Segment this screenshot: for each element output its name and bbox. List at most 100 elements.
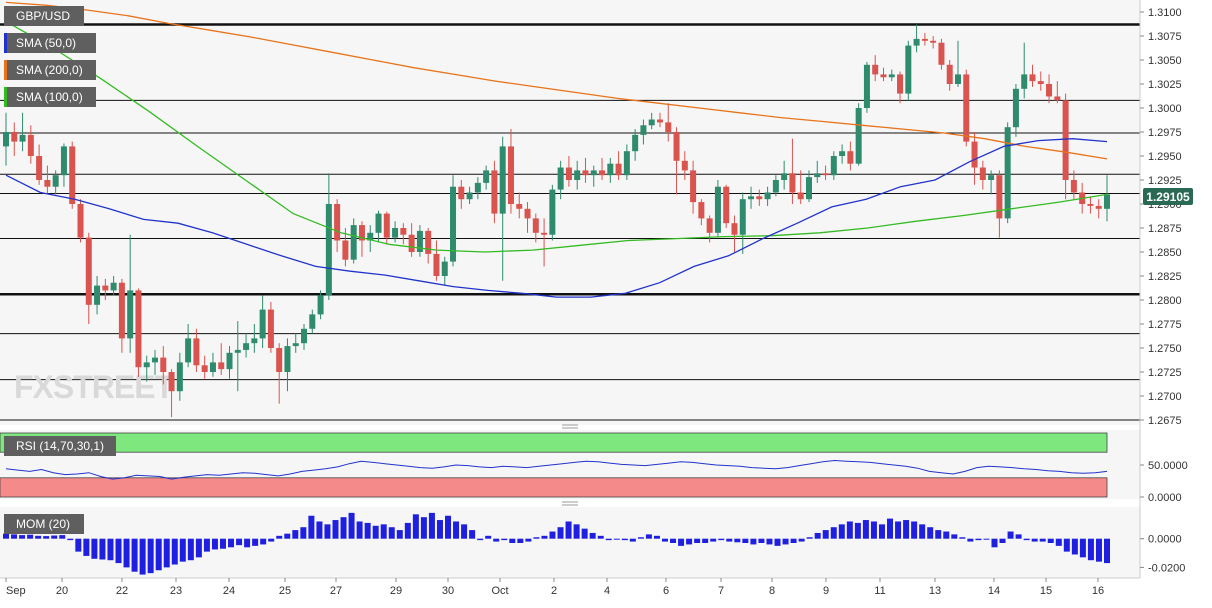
candle-body [450,186,457,262]
panel-resize-handle[interactable] [562,424,578,429]
candle-body [499,146,506,214]
candle-body [880,74,887,78]
momentum-bar [244,538,251,548]
x-tick-label: 2 [551,585,557,597]
price-tick-label: 1.2750 [1148,343,1182,355]
momentum-bar [195,538,202,558]
momentum-bar [887,518,894,539]
candle-body [1046,84,1053,97]
x-tick-label: 16 [1092,585,1104,597]
legend-mom[interactable]: MOM (20) [4,514,84,534]
momentum-bar [388,527,395,539]
candle-body [60,146,67,176]
candle-body [466,192,473,200]
candle-body [1070,180,1077,193]
candle-body [408,234,415,252]
momentum-bar [260,538,267,545]
candle-body [954,74,961,84]
candle-body [284,346,291,372]
candle-body [416,230,423,252]
candle-body [27,134,34,156]
candle-body [979,167,986,180]
momentum-bar [99,538,106,560]
candle-body [309,314,316,329]
momentum-bar [155,538,162,571]
momentum-bar [1104,538,1110,564]
sma-50-line [5,138,1108,298]
candle-body [731,223,738,235]
price-tick-label: 1.2825 [1148,271,1182,283]
candle-body [433,253,440,276]
momentum-bar [573,524,580,539]
candle-body [599,170,606,176]
legend-sma-50[interactable]: SMA (50,0) [4,33,96,53]
momentum-bar [549,531,556,539]
candle-body [822,173,829,176]
candle-body [863,64,870,108]
candle-body [358,225,365,241]
momentum-bar [43,536,50,539]
sma-200-label: SMA (200,0) [16,63,83,77]
momentum-bar [742,538,749,543]
momentum-bar [661,538,668,542]
candle-body [193,338,200,366]
fxstreet-watermark: FXSTREET [14,369,175,405]
candle-body [930,40,937,43]
momentum-bar [951,534,958,539]
legend-rsi[interactable]: RSI (14,70,30,1) [4,436,116,456]
price-tick-label: 1.2725 [1148,367,1182,379]
momentum-bar [380,524,387,539]
last-price-label: 1.29105 [1146,190,1190,204]
candle-body [739,199,746,235]
price-tick-label: 1.3025 [1148,79,1182,91]
momentum-bar [854,522,861,539]
mom-label: MOM (20) [16,517,70,531]
candle-body [532,218,539,233]
candle-body [582,170,589,176]
momentum-bar [428,512,435,539]
momentum-bar [943,531,950,539]
rsi-series-line [5,459,1108,480]
symbol-legend[interactable]: GBP/USD [4,6,84,26]
momentum-bar [1039,538,1046,542]
moving-averages [5,1,1108,298]
panel-resize-handle[interactable] [562,501,578,506]
legend-sma-100[interactable]: SMA (100,0) [4,87,96,107]
momentum-bar [846,521,853,539]
price-tick-label: 1.2800 [1148,295,1182,307]
momentum-bar [1071,538,1078,555]
momentum-bar [1095,538,1102,562]
candle-body [996,175,1003,219]
candlesticks [3,24,1110,418]
momentum-bar [1007,531,1014,539]
candle-body [209,362,216,372]
momentum-bar [557,527,564,539]
x-tick-label: 30 [442,585,454,597]
candle-body [764,192,771,200]
candle-body [706,218,713,233]
sma-50-label: SMA (50,0) [16,36,76,50]
momentum-bar [750,538,757,545]
momentum-bar [678,538,685,546]
candle-body [756,196,763,200]
candle-body [325,204,332,296]
candle-body [797,192,804,200]
candle-body [971,141,978,168]
x-tick-label: Sep [6,585,26,597]
candle-body [905,45,912,94]
candle-body [888,74,895,78]
rsi-label: RSI (14,70,30,1) [16,439,104,453]
momentum-bar [324,524,331,539]
price-tick-label: 1.2850 [1148,247,1182,259]
momentum-bar [774,538,781,546]
price-tick-label: 1.3050 [1148,55,1182,67]
momentum-bar [348,512,355,539]
legend-sma-200[interactable]: SMA (200,0) [4,60,96,80]
momentum-bar [179,538,186,562]
candle-body [516,204,523,209]
rsi-tick-label: 50.0000 [1148,460,1188,472]
price-tick-label: 1.3075 [1148,31,1182,43]
momentum-bar [637,537,644,539]
momentum-bar [814,532,821,539]
